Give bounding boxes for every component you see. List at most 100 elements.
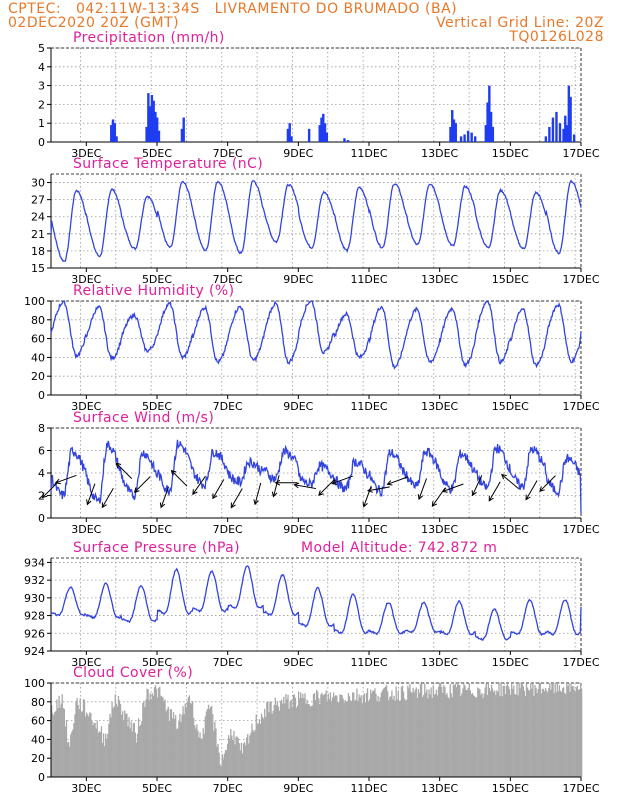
cloud-bar — [434, 693, 437, 777]
precip-bar — [286, 128, 290, 142]
cloud-bar — [268, 712, 270, 777]
wind-arrow-head — [431, 501, 438, 508]
wind-arrow-head — [367, 487, 373, 493]
cloud-bar — [128, 717, 130, 777]
wind-arrow-head — [54, 478, 61, 485]
cloud-bar — [249, 735, 251, 777]
cloud-bar — [336, 695, 338, 777]
y-tick-label: 80 — [31, 696, 45, 709]
cloud-bar — [55, 711, 57, 777]
cloud-bar — [550, 689, 552, 777]
cloud-bar — [180, 722, 182, 777]
cloud-bar — [162, 697, 164, 777]
cloud-bar — [514, 694, 516, 777]
cloud-bar — [406, 699, 408, 777]
cloud-bar — [504, 694, 506, 777]
cloud-bar — [420, 683, 423, 777]
cloud-bar — [436, 695, 439, 777]
cloud-bar — [60, 703, 62, 777]
cloud-bar — [264, 708, 266, 777]
cloud-bar — [525, 683, 528, 777]
cloud-bar — [477, 687, 479, 777]
cloud-bar — [301, 697, 303, 777]
cloud-bar — [286, 699, 288, 777]
cloud-bar — [236, 736, 238, 777]
cloud-bar — [173, 718, 176, 777]
cloud-bar — [302, 693, 304, 777]
cloud-bar — [468, 683, 470, 777]
cloud-bar — [483, 693, 485, 777]
precip-bar — [569, 96, 572, 142]
cloud-bar — [311, 705, 314, 777]
cloud-bar — [153, 687, 156, 777]
y-tick-label: 100 — [24, 295, 45, 308]
cloud-bar — [361, 703, 363, 777]
cloud-bar — [99, 732, 102, 777]
cloud-bar — [461, 693, 463, 777]
precip-bar — [454, 123, 457, 142]
cloud-bar — [481, 693, 483, 777]
vertical-grid-note: Vertical Grid Line: 20Z — [436, 15, 604, 31]
cloud-bar — [414, 689, 416, 777]
cloud-bar — [144, 707, 146, 777]
cloud-bar — [469, 690, 471, 777]
wind-arrow — [160, 486, 170, 508]
cloud-bar — [359, 697, 361, 777]
cloud-bar — [158, 687, 160, 777]
cloud-bar — [579, 683, 582, 777]
cloud-bar — [52, 713, 54, 777]
cloud-bar — [349, 700, 352, 777]
cloud-bar — [540, 693, 543, 777]
cloud-bar — [97, 733, 99, 777]
cloud-bar — [558, 685, 561, 777]
cloud-bar — [74, 714, 76, 777]
cloud-bar — [118, 699, 121, 777]
wind-arrow — [272, 475, 280, 497]
cloud-bar — [186, 701, 188, 777]
cloud-bar — [416, 697, 418, 777]
cloud-bar — [207, 704, 210, 777]
wind-arrow — [55, 474, 77, 484]
cloud-bar — [199, 732, 201, 777]
cloud-bar — [548, 687, 550, 777]
y-tick-label: 8 — [38, 422, 45, 435]
x-tick-label: 5DEC — [142, 400, 172, 413]
cloud-bar — [279, 700, 282, 777]
cloud-bar — [401, 685, 404, 777]
precip-bar — [290, 136, 293, 142]
panel-title: Precipitation (mm/h) — [73, 30, 225, 46]
x-tick-label: 17DEC — [562, 400, 599, 413]
cloud-bar — [250, 732, 252, 777]
cloud-bar — [418, 692, 421, 777]
cloud-bar — [54, 712, 56, 777]
cloud-bar — [509, 694, 512, 777]
wind-arrow-head — [212, 493, 218, 500]
cloud-bar — [366, 688, 369, 777]
panel-title: Surface Temperature (nC) — [73, 156, 263, 172]
x-tick-label: 7DEC — [213, 782, 243, 795]
cloud-bar — [222, 759, 225, 777]
cloud-bar — [229, 738, 231, 777]
cloud-bar — [137, 718, 140, 777]
cloud-bar — [532, 683, 534, 777]
precip-bar — [564, 115, 567, 142]
cloud-bar — [224, 750, 227, 777]
cloud-bar — [326, 701, 328, 777]
cloud-bar — [392, 699, 394, 777]
cloud-bar — [460, 695, 462, 777]
cloud-bar — [67, 741, 70, 777]
cloud-bar — [248, 743, 250, 777]
cloud-bar — [308, 704, 310, 777]
wind-arrow — [101, 487, 114, 508]
cloud-bar — [160, 695, 162, 777]
cloud-bar — [405, 700, 407, 777]
cloud-bar — [344, 699, 346, 777]
cloud-bar — [410, 691, 412, 777]
cloud-bar — [524, 696, 527, 777]
cloud-bar — [94, 722, 96, 777]
cloud-bar — [350, 701, 353, 777]
cloud-bar — [123, 720, 125, 777]
cloud-bar — [372, 690, 374, 777]
cloud-bar — [448, 698, 450, 777]
cloud-bar — [190, 703, 193, 777]
